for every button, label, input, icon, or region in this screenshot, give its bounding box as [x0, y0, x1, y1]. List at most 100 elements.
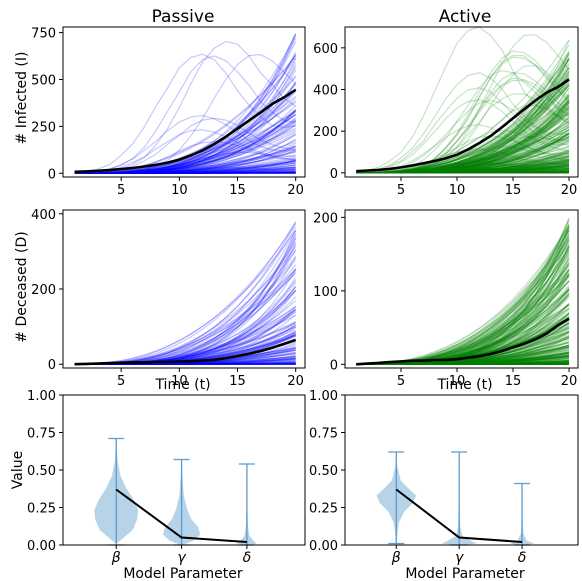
ylabel-infected: # Infected (I) — [14, 52, 30, 145]
ensemble-line — [356, 133, 570, 174]
ensemble-line — [356, 264, 570, 365]
ensemble-line — [74, 41, 297, 174]
ensemble-line — [356, 217, 570, 365]
ensemble-line — [356, 58, 570, 174]
ensemble-line — [356, 335, 570, 365]
ensemble-line — [74, 166, 296, 174]
ensemble-line — [74, 166, 296, 174]
ensemble-line — [356, 328, 570, 365]
ensemble-line — [356, 341, 570, 365]
ensemble-line — [356, 330, 570, 365]
ensemble-line — [356, 332, 570, 365]
ensemble-line — [74, 164, 296, 174]
ensemble-line — [356, 147, 570, 174]
ensemble-line — [356, 100, 570, 174]
ensemble-line — [356, 269, 570, 365]
ensemble-line — [356, 327, 570, 365]
ensemble-line — [356, 58, 570, 174]
ensemble-line — [356, 362, 570, 365]
y-tick-label: 0.75 — [27, 427, 56, 442]
ensemble-line — [356, 168, 570, 174]
ensemble-line — [356, 34, 570, 174]
ensemble-line — [74, 110, 297, 174]
ensemble-line — [356, 171, 570, 174]
ensemble-line — [356, 149, 570, 174]
ensemble-line — [74, 55, 297, 174]
ensemble-line — [356, 322, 570, 365]
y-tick-label: 0.50 — [309, 464, 338, 479]
ensemble-line — [356, 345, 570, 365]
ensemble-line — [74, 169, 296, 174]
ensemble-line — [356, 273, 570, 365]
ensemble-line — [356, 354, 570, 365]
ensemble-line — [356, 335, 570, 365]
ensemble-line — [356, 167, 570, 174]
ensemble-line — [356, 290, 570, 365]
ensemble-line — [356, 154, 570, 174]
ensemble-line — [356, 335, 570, 365]
ensemble-line — [356, 362, 570, 365]
ensemble-line — [356, 302, 570, 365]
ensemble-line — [356, 115, 570, 174]
ensemble-line — [356, 218, 570, 365]
ensemble-line — [356, 351, 570, 365]
ensemble-line — [356, 39, 570, 174]
ensemble-line — [356, 58, 570, 174]
ensemble-line — [356, 304, 570, 365]
ensemble-line — [356, 262, 570, 365]
ensemble-line — [74, 172, 296, 174]
ensemble-line — [356, 171, 570, 174]
panel-passive-params: β γ δ 0.00 0.25 0.50 0.75 1.00 — [27, 389, 306, 566]
ensemble-line — [356, 312, 570, 365]
ensemble-line — [356, 73, 570, 174]
ensemble-line — [356, 158, 570, 174]
ensemble-line — [356, 346, 570, 365]
ensemble-line — [356, 162, 570, 174]
ensemble-line — [356, 164, 570, 174]
ensemble-line — [356, 59, 570, 174]
ensemble-line — [356, 149, 570, 174]
ensemble-line — [356, 356, 570, 365]
ensemble-line — [356, 129, 570, 174]
ensemble-line — [356, 106, 570, 174]
ensemble-line — [356, 156, 570, 174]
ensemble-line — [356, 323, 570, 365]
ensemble-line — [356, 161, 570, 174]
ensemble-line — [74, 172, 296, 174]
axes-frame — [344, 26, 579, 178]
ensemble-line — [356, 106, 570, 174]
ensemble-line — [356, 350, 570, 365]
ensemble-line — [74, 170, 296, 174]
ensemble-line — [356, 332, 570, 365]
ensemble-line — [356, 100, 570, 174]
ensemble-line — [356, 158, 570, 174]
ensemble-line — [356, 337, 570, 365]
ensemble-line — [356, 158, 570, 174]
ensemble-line — [356, 359, 570, 365]
ensemble-line — [356, 363, 570, 365]
ensemble-line — [356, 358, 570, 365]
ensemble-line — [356, 361, 570, 365]
ensemble-line — [74, 158, 296, 174]
ensemble-line — [356, 87, 570, 174]
ensemble-line — [356, 330, 570, 365]
ensemble-line — [356, 164, 570, 174]
ensemble-line — [356, 344, 570, 365]
ensemble-lines — [74, 33, 297, 174]
ensemble-line — [356, 288, 570, 365]
ensemble-line — [74, 83, 297, 174]
mean-line — [74, 338, 297, 366]
ensemble-line — [356, 360, 570, 365]
ensemble-line — [356, 97, 570, 174]
ensemble-line — [356, 362, 570, 365]
ensemble-line — [356, 362, 570, 365]
ensemble-line — [74, 144, 296, 174]
ensemble-line — [356, 362, 570, 365]
ensemble-line — [74, 171, 296, 174]
ensemble-line — [356, 99, 570, 174]
x-tick-label: 10 — [449, 183, 466, 198]
ensemble-line — [356, 352, 570, 365]
ensemble-line — [356, 68, 570, 174]
ensemble-line — [356, 362, 570, 365]
ensemble-line — [356, 164, 570, 174]
